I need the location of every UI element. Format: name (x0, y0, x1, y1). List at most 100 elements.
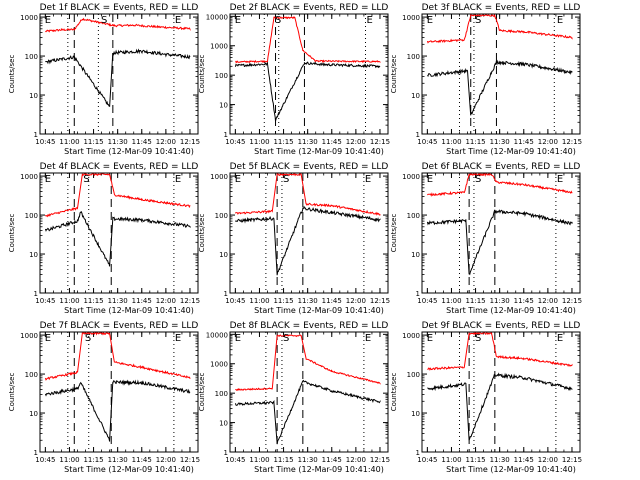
y-tick-label: 100 (407, 212, 420, 220)
x-tick-label: 11:45 (514, 138, 534, 146)
series-line-lld (45, 173, 191, 218)
chart-panel-5: Det 5f BLACK = Events, RED = LLD Counts/s… (198, 162, 390, 315)
series-line-lld (235, 173, 381, 216)
x-tick-label: 12:00 (538, 297, 558, 305)
x-tick-label: 11:45 (322, 297, 342, 305)
y-tick-label: 10 (411, 92, 420, 100)
x-tick-label: 12:15 (562, 138, 582, 146)
chart-title: Det 2f BLACK = Events, RED = LLD (230, 3, 389, 13)
x-tick-label: 10:45 (225, 138, 245, 146)
series-line-lld (44, 332, 191, 381)
series-line-events (234, 61, 381, 122)
y-tick-label: 10 (29, 410, 38, 418)
x-axis-label: Start Time (12-Mar-09 10:41:40) (446, 306, 576, 315)
x-tick-label: 11:45 (132, 297, 152, 305)
y-tick-label: 10 (219, 251, 228, 259)
y-tick-label: 10000 (206, 331, 228, 339)
x-tick-label: 12:15 (180, 456, 200, 464)
x-tick-label: 12:15 (370, 138, 390, 146)
series-line-events (45, 48, 191, 107)
y-tick-label: 100 (25, 371, 38, 379)
x-tick-label: 12:00 (538, 456, 558, 464)
plot-area (426, 173, 573, 293)
y-tick-label: 1000 (402, 332, 420, 340)
y-tick-label: 10 (29, 251, 38, 259)
plot-frame (229, 13, 389, 135)
flag-marker-e2: E (367, 15, 373, 26)
x-tick-label: 11:45 (132, 138, 152, 146)
y-tick-label: 1 (224, 131, 228, 139)
chart-title: Det 3f BLACK = Events, RED = LLD (422, 3, 581, 13)
flag-marker-e1: E (427, 174, 433, 185)
x-tick-label: 12:15 (562, 456, 582, 464)
plot-area (45, 14, 191, 134)
y-tick-label: 1000 (20, 14, 38, 22)
y-tick-label: 10 (219, 102, 228, 110)
x-axis-label: Start Time (12-Mar-09 10:41:40) (446, 465, 576, 474)
x-tick-label: 10:45 (225, 297, 245, 305)
x-tick-label: 11:00 (249, 297, 269, 305)
flag-marker-s: S (83, 174, 89, 185)
flag-marker-s: S (101, 15, 107, 26)
flag-marker-e2: E (557, 15, 563, 26)
plot-frame (39, 13, 199, 135)
flag-marker-e2: E (175, 333, 181, 344)
x-tick-label: 11:30 (490, 297, 510, 305)
x-tick-label: 12:15 (370, 297, 390, 305)
x-tick-label: 11:00 (441, 297, 461, 305)
x-tick-label: 12:15 (370, 456, 390, 464)
x-axis-label: Start Time (12-Mar-09 10:41:40) (64, 465, 194, 474)
flag-marker-e1: E (45, 15, 51, 26)
x-tick-label: 11:30 (108, 297, 128, 305)
x-tick-label: 12:00 (346, 138, 366, 146)
chart-panel-3: Det 3f BLACK = Events, RED = LLD Counts/s… (390, 3, 582, 156)
plot-area (44, 332, 191, 452)
x-tick-label: 11:00 (249, 138, 269, 146)
flag-marker-e1: E (235, 333, 241, 344)
y-axis-label: Counts/sec (8, 55, 16, 94)
y-axis-label: Counts/sec (198, 214, 206, 253)
plot-frame (39, 172, 199, 294)
y-tick-label: 100 (25, 53, 38, 61)
x-tick-label: 11:00 (441, 138, 461, 146)
flag-marker-s: S (283, 333, 289, 344)
x-tick-label: 11:45 (322, 456, 342, 464)
chart-title: Det 7f BLACK = Events, RED = LLD (40, 321, 199, 331)
x-tick-label: 10:45 (417, 297, 437, 305)
x-tick-label: 12:00 (346, 456, 366, 464)
flag-marker-s: S (283, 174, 289, 185)
flag-marker-e1: E (235, 174, 241, 185)
x-tick-label: 12:00 (346, 297, 366, 305)
flag-marker-e2: E (365, 333, 371, 344)
chart-title: Det 1f BLACK = Events, RED = LLD (40, 3, 199, 13)
x-tick-label: 11:30 (490, 456, 510, 464)
x-tick-label: 11:00 (441, 456, 461, 464)
y-tick-label: 10 (411, 251, 420, 259)
chart-panel-2: Det 2f BLACK = Events, RED = LLD Counts/s… (198, 3, 390, 156)
x-tick-label: 11:15 (83, 456, 103, 464)
flag-marker-s: S (475, 15, 481, 26)
y-tick-label: 1000 (210, 43, 228, 51)
series-line-events (235, 205, 381, 276)
x-tick-label: 12:15 (180, 297, 200, 305)
x-tick-label: 12:15 (562, 297, 582, 305)
flag-marker-s: S (475, 174, 481, 185)
x-tick-label: 11:45 (514, 456, 534, 464)
x-tick-label: 11:15 (273, 456, 293, 464)
chart-panel-8: Det 8f BLACK = Events, RED = LLD Counts/s… (198, 321, 390, 474)
series-line-lld (426, 14, 573, 44)
series-line-events (44, 210, 191, 267)
x-axis-label: Start Time (12-Mar-09 10:41:40) (64, 147, 194, 156)
x-tick-label: 11:30 (108, 456, 128, 464)
plot-frame (421, 13, 581, 135)
x-tick-label: 12:15 (180, 138, 200, 146)
y-tick-label: 10 (29, 92, 38, 100)
chart-title: Det 6f BLACK = Events, RED = LLD (422, 162, 581, 172)
flag-marker-e2: E (365, 174, 371, 185)
x-tick-label: 10:45 (225, 456, 245, 464)
y-tick-label: 100 (25, 212, 38, 220)
y-tick-label: 100 (215, 390, 228, 398)
chart-title: Det 5f BLACK = Events, RED = LLD (230, 162, 389, 172)
series-line-lld (427, 173, 573, 197)
x-tick-label: 12:00 (156, 297, 176, 305)
